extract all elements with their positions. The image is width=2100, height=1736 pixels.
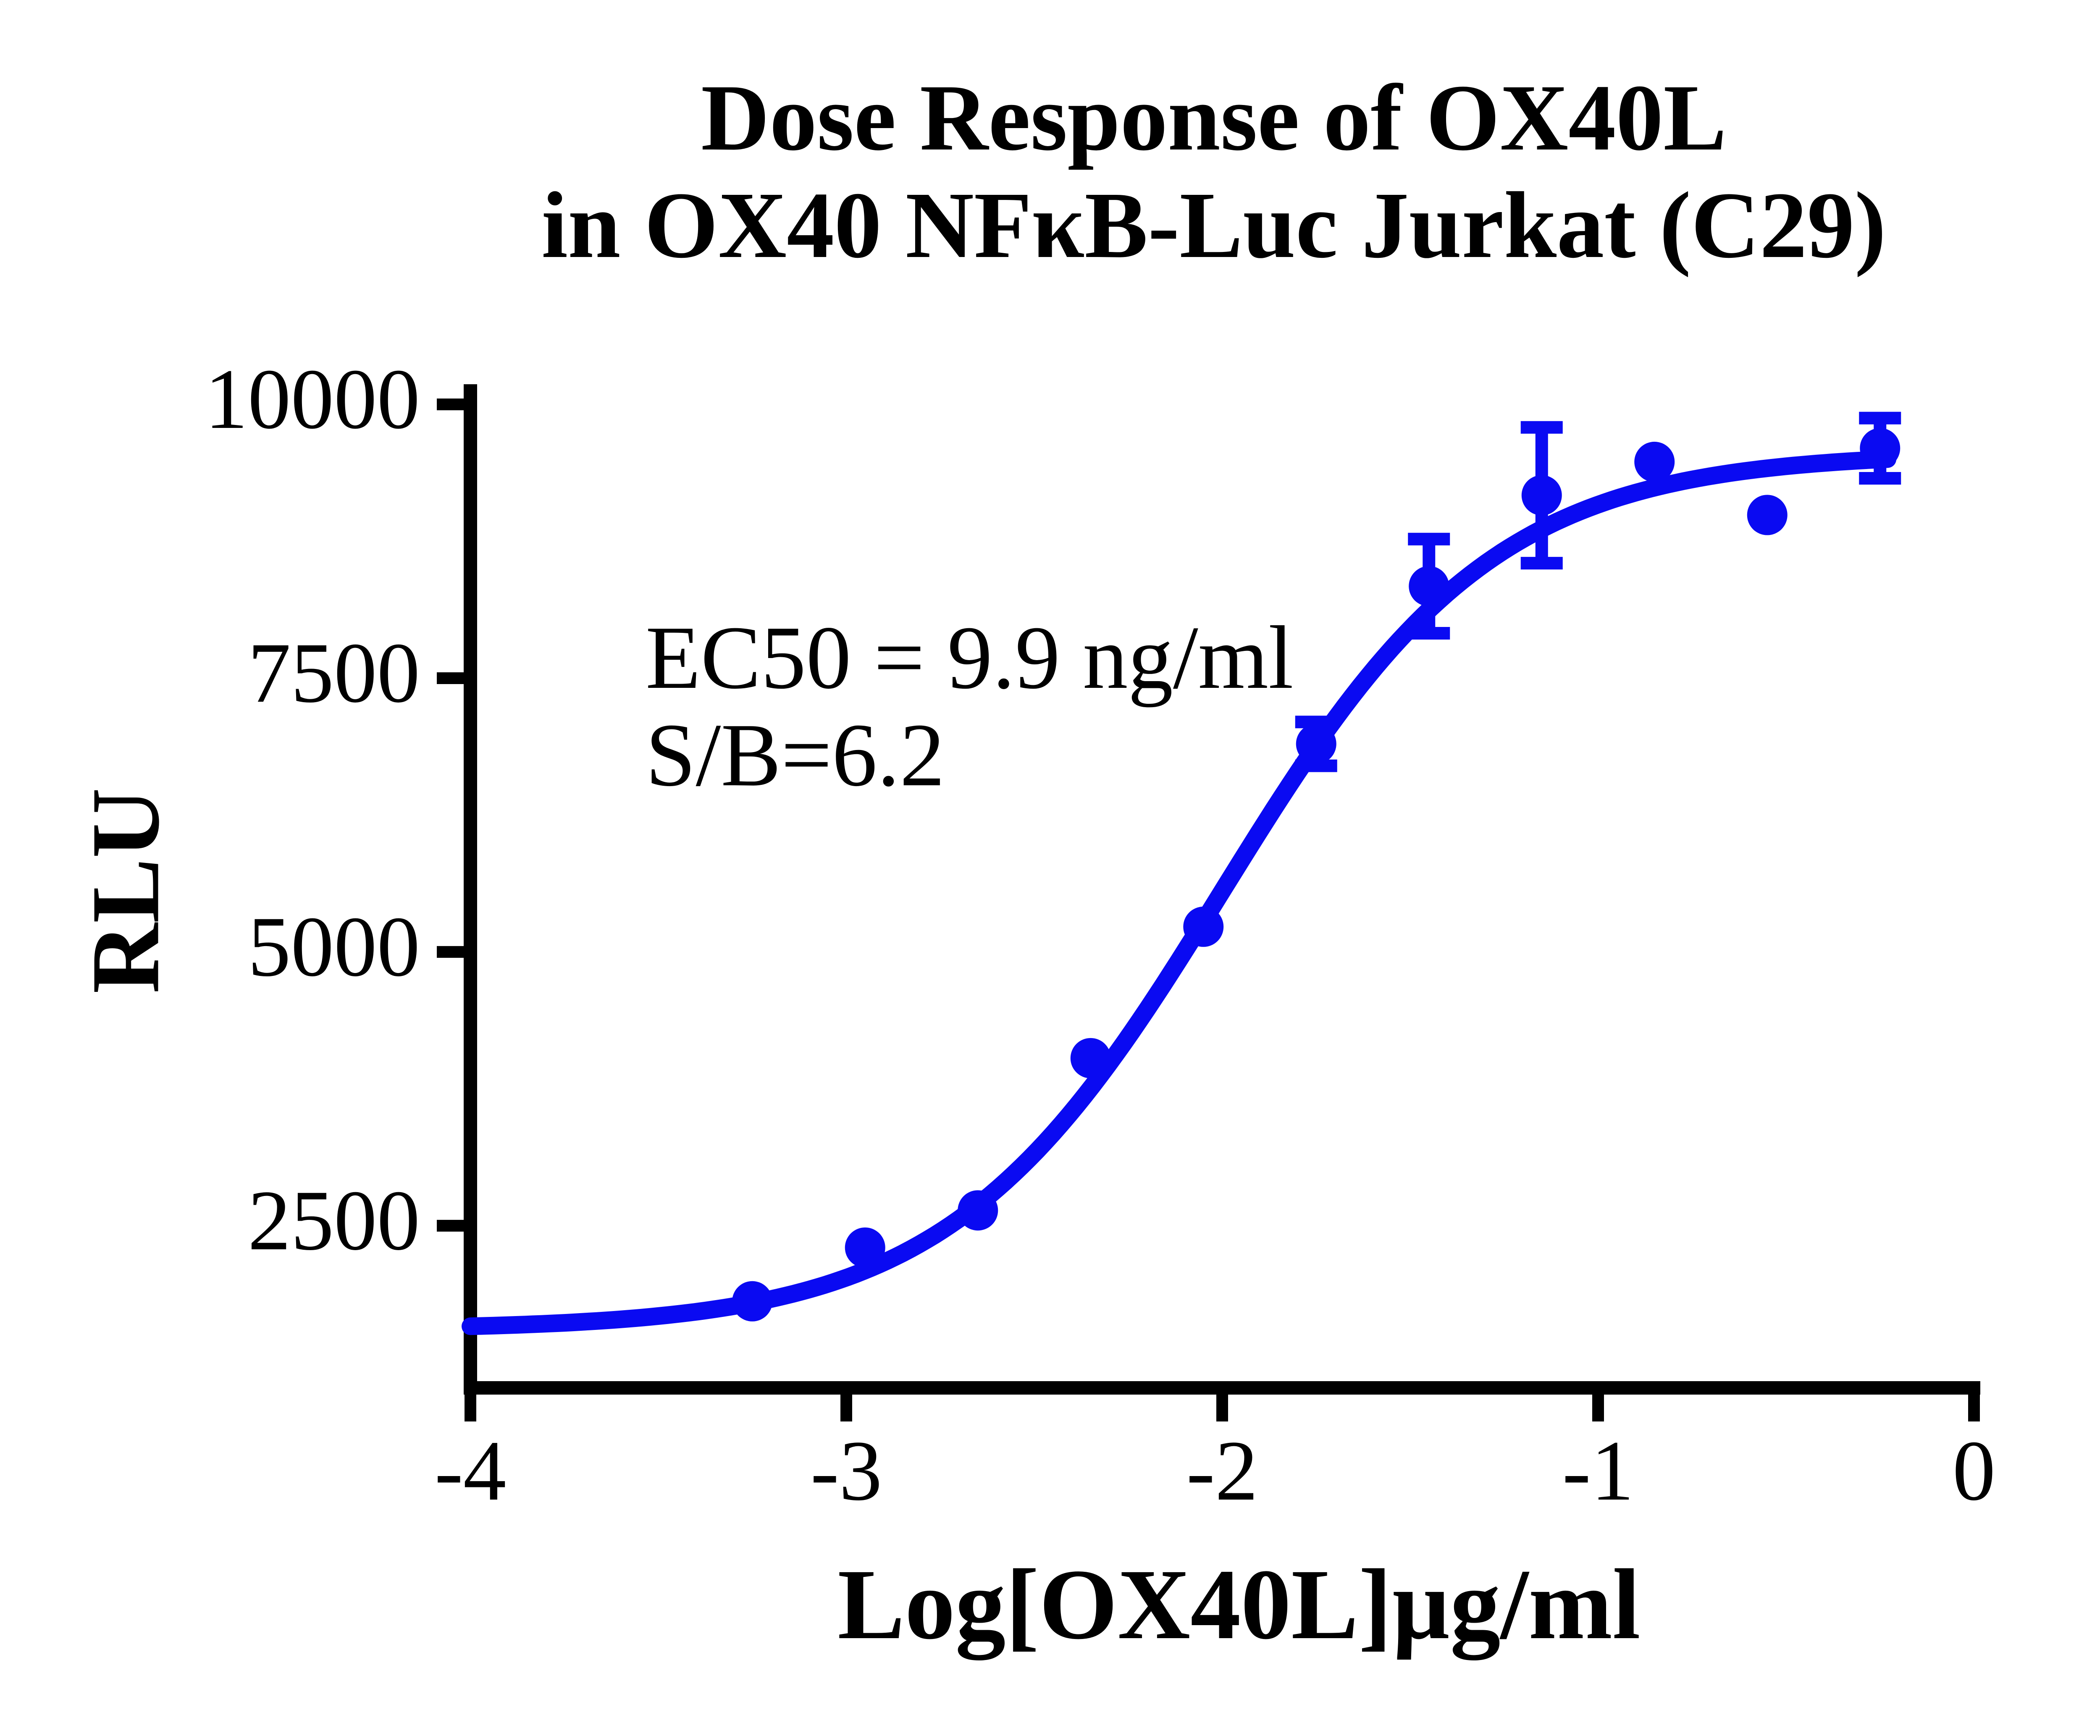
x-tick-label: -1 [1562,1423,1634,1518]
x-tick-label: -4 [434,1423,507,1518]
y-tick-label: 7500 [248,625,420,721]
data-point [845,1227,885,1268]
data-point [1296,724,1336,764]
data-point [1521,475,1562,516]
chart-title-line1: Dose Response of OX40L [701,65,1727,170]
x-tick-label: -3 [810,1423,882,1518]
annotation-signal-background: S/B=6.2 [646,705,945,805]
data-point [1183,906,1224,947]
y-tick-label: 2500 [248,1172,420,1268]
y-tick-label: 5000 [248,899,420,994]
chart-title: Dose Response of OX40L in OX40 NFκB-Luc … [374,64,2054,279]
data-point [1634,441,1675,482]
data-point [1070,1038,1111,1078]
chart-title-line2: in OX40 NFκB-Luc Jurkat (C29) [541,173,1886,278]
data-point [732,1281,773,1322]
x-axis-title: Log[OX40L]µg/ml [837,1548,1641,1660]
data-point [1409,566,1449,606]
x-tick-label: -2 [1186,1423,1258,1518]
y-tick-label: 10000 [205,351,420,447]
fit-curve [462,450,1897,1335]
data-point [1747,495,1788,535]
x-tick-label: 0 [1952,1423,1996,1518]
data-point [1860,428,1900,469]
data-point [958,1190,998,1231]
annotation-block: EC50 = 9.9 ng/ml S/B=6.2 [646,609,1294,804]
annotation-ec50: EC50 = 9.9 ng/ml [646,607,1294,708]
